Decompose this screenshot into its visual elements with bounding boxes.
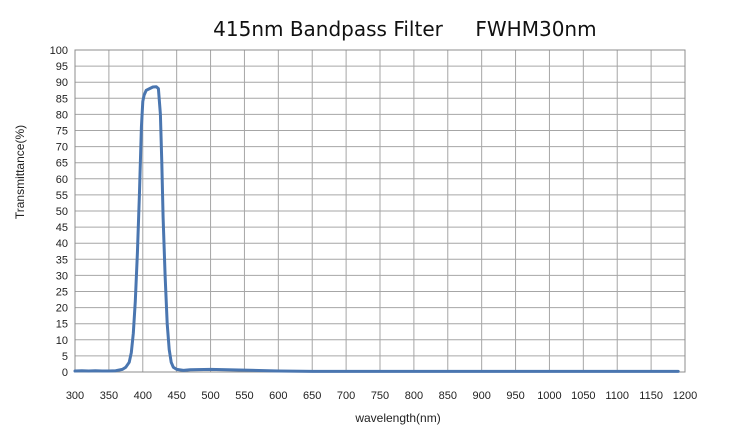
x-tick-label: 500	[201, 390, 219, 402]
y-tick-label: 80	[56, 109, 68, 121]
x-tick-label: 950	[506, 390, 524, 402]
y-tick-label: 85	[56, 93, 68, 105]
y-tick-label: 15	[56, 319, 68, 331]
y-tick-label: 40	[56, 238, 68, 250]
y-tick-label: 55	[56, 190, 68, 202]
x-tick-label: 1000	[537, 390, 561, 402]
x-axis-ticks: 300 350 400 450 500 550 600 650 700 750 800 850 900 9…	[66, 390, 697, 402]
y-tick-label: 75	[56, 126, 68, 138]
y-tick-label: 45	[56, 222, 68, 234]
y-tick-label: 90	[56, 77, 68, 89]
x-tick-label: 300	[66, 390, 84, 402]
x-tick-label: 400	[134, 390, 152, 402]
x-tick-label: 1050	[571, 390, 595, 402]
grid-lines	[74, 49, 686, 373]
y-axis-label: Transmittance(%)	[13, 125, 27, 219]
x-tick-label: 650	[303, 390, 321, 402]
y-tick-label: 50	[56, 206, 68, 218]
y-tick-label: 35	[56, 254, 68, 266]
x-tick-label: 450	[167, 390, 185, 402]
x-tick-label: 750	[371, 390, 389, 402]
x-tick-label: 1200	[673, 390, 697, 402]
y-tick-label: 10	[56, 335, 68, 347]
chart-subtitle: FWHM30nm	[475, 17, 596, 41]
x-tick-label: 800	[405, 390, 423, 402]
x-axis-label: wavelength(nm)	[354, 411, 440, 425]
x-tick-label: 550	[235, 390, 253, 402]
chart-title: 415nm Bandpass Filter	[213, 17, 443, 41]
x-tick-label: 900	[472, 390, 490, 402]
y-axis-ticks: 0 5 10 15 20 25 30 35 40 45 50 55 60 65 70 75 80 85 90 95 10…	[50, 45, 68, 379]
y-tick-label: 100	[50, 45, 68, 57]
y-tick-label: 20	[56, 303, 68, 315]
y-tick-label: 5	[62, 351, 68, 363]
x-tick-label: 600	[269, 390, 287, 402]
y-tick-label: 65	[56, 158, 68, 170]
x-tick-label: 1100	[605, 390, 629, 402]
y-tick-label: 70	[56, 142, 68, 154]
y-tick-label: 25	[56, 287, 68, 299]
x-tick-label: 700	[337, 390, 355, 402]
x-tick-label: 350	[100, 390, 118, 402]
y-tick-label: 0	[62, 367, 68, 379]
x-tick-label: 1150	[639, 390, 663, 402]
y-tick-label: 60	[56, 174, 68, 186]
transmittance-curve	[73, 85, 680, 373]
x-tick-label: 850	[439, 390, 457, 402]
y-tick-label: 30	[56, 270, 68, 282]
y-tick-label: 95	[56, 61, 68, 73]
